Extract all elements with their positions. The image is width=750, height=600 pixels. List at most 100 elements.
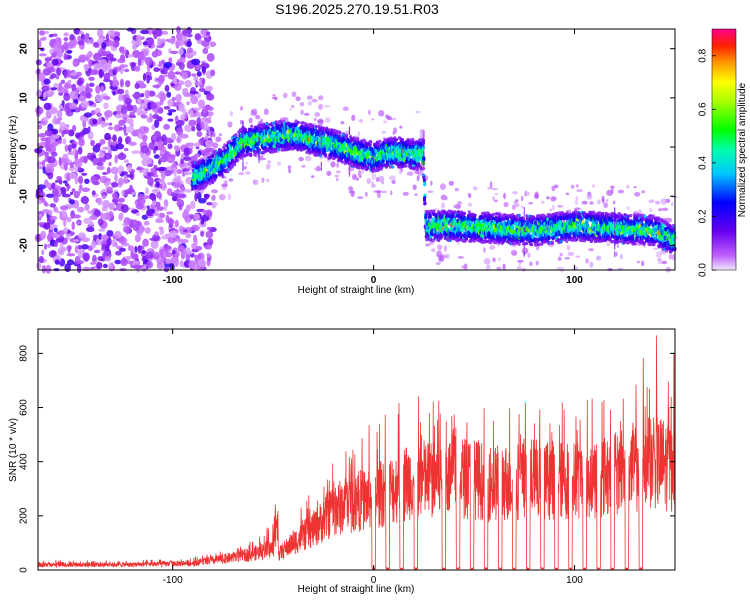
spectrogram-cell — [207, 237, 214, 247]
spectrogram-cell — [194, 33, 202, 40]
spectrogram-cell — [162, 74, 169, 78]
spectrogram-cell — [394, 137, 399, 142]
spectrogram-cell — [174, 258, 179, 268]
spectrogram-cell — [35, 59, 42, 66]
spectrogram-cell — [64, 162, 68, 171]
spectrogram-cell — [173, 167, 177, 177]
spectrogram-cell — [144, 227, 151, 234]
spectrogram-cell — [88, 58, 93, 68]
spectrogram-cell — [162, 141, 168, 146]
spectrogram-cell — [66, 245, 72, 251]
spectrogram-cell — [126, 118, 134, 125]
spectrogram-cell — [45, 109, 52, 117]
spectrogram-cell — [159, 156, 168, 163]
spectrogram-cell — [565, 192, 570, 196]
spectrogram-cell — [84, 92, 92, 99]
spectrogram-cell — [133, 65, 141, 72]
spectrogram-cell — [636, 260, 641, 264]
spectrogram-cell — [174, 219, 179, 228]
spectrogram-cell — [179, 260, 184, 267]
spectrogram-cell — [87, 126, 91, 133]
spectrogram-cell — [291, 91, 297, 98]
spectrogram-cell — [158, 60, 162, 67]
spectrogram-cell — [96, 28, 104, 38]
spectrogram-cell — [576, 184, 579, 188]
spectrogram-cell — [464, 237, 469, 241]
spectrogram-cell — [52, 134, 60, 139]
spectrogram-cell — [156, 167, 165, 172]
spectrogram-cell — [356, 177, 359, 181]
spectrogram-cell — [274, 149, 278, 153]
spectrogram-cell — [298, 156, 304, 162]
spectrogram-cell — [81, 187, 91, 193]
spectrogram-cell — [503, 192, 506, 200]
spectrogram-cell — [291, 104, 294, 109]
spectrogram-cell — [152, 135, 157, 141]
spectrogram-cell — [190, 200, 196, 210]
spectrogram-cell — [163, 265, 170, 273]
spectrogram-cell — [127, 104, 134, 112]
spectrogram-cell — [74, 255, 81, 265]
spectrogram-cell — [49, 203, 57, 208]
spectrogram-cell — [70, 143, 77, 149]
spectrogram-cell — [211, 189, 218, 194]
spectrogram-cell — [378, 175, 385, 183]
spectrogram-cell — [114, 242, 118, 247]
spectrogram-cell — [120, 258, 128, 266]
spectrogram-cell — [150, 240, 159, 249]
spectrogram-cell — [661, 207, 669, 212]
spectrogram-cell — [524, 191, 530, 196]
spectrogram-cell — [239, 119, 243, 125]
spectrogram-cell — [63, 92, 71, 102]
spectrogram-cell — [167, 218, 175, 225]
spectrogram-cell — [118, 126, 124, 131]
spectrogram-cell — [195, 92, 202, 99]
spectrogram-cell — [330, 161, 336, 168]
spectrogram-cell — [101, 41, 107, 50]
spectrogram-cell — [158, 226, 164, 230]
spectrogram-cell — [383, 120, 388, 124]
spectrogram-cell — [124, 135, 132, 145]
spectrogram-cell — [58, 104, 64, 110]
spectrogram-cell — [184, 112, 189, 120]
spectrogram-cell — [207, 126, 211, 133]
spectrogram-cell — [189, 213, 194, 220]
spectrogram-cell — [167, 70, 176, 80]
spectrogram-cell — [261, 177, 265, 183]
spectrogram-cell — [652, 247, 659, 250]
spectrogram-cell — [157, 76, 164, 86]
spectrogram-cell — [44, 151, 49, 159]
spectrogram-cell — [84, 63, 89, 72]
spectrogram-cell — [210, 69, 216, 77]
spectrogram-cell — [193, 213, 201, 221]
spectrogram-cell — [178, 102, 185, 112]
spectrogram-cell — [76, 86, 85, 91]
spectrogram-cell — [43, 222, 51, 230]
spectrogram-cell — [228, 178, 234, 182]
spectrogram-cell — [307, 95, 313, 100]
spectrogram-cell — [150, 101, 158, 110]
spectrogram-cell — [381, 190, 388, 194]
spectrogram-cell — [44, 129, 53, 137]
spectrogram-cell — [146, 205, 150, 210]
spectrogram-cell — [267, 160, 271, 164]
spectrogram-cell — [63, 37, 69, 42]
spectrogram-cell — [143, 259, 148, 265]
spectrogram-cell — [44, 202, 49, 207]
spectrogram-cell — [49, 215, 58, 221]
spectrogram-cell — [105, 53, 114, 61]
spectrogram-cell — [175, 93, 182, 103]
spectrogram-cell — [483, 247, 486, 253]
spectrogram-cell — [71, 188, 76, 193]
spectrogram-cell — [92, 157, 97, 166]
spectrogram-cell — [160, 171, 166, 180]
spectrogram-cell — [163, 203, 168, 212]
spectrogram-cell — [233, 163, 237, 167]
spectrogram-cell — [72, 214, 81, 219]
spectrogram-cell — [425, 243, 431, 247]
spectrogram-cell — [134, 245, 138, 253]
spectrogram-cell — [346, 137, 350, 142]
spectrogram-cell — [182, 88, 189, 92]
spectrogram-cell — [71, 71, 77, 77]
spectrogram-cell — [97, 218, 104, 226]
